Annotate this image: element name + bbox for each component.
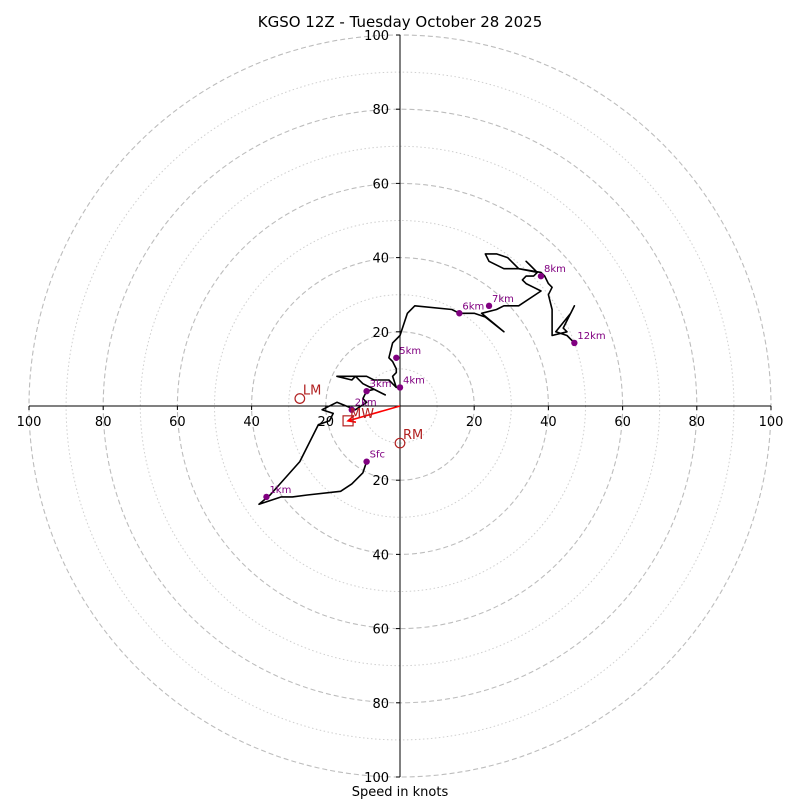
y-tick-label: 60 bbox=[372, 623, 389, 638]
x-tick-label: 40 bbox=[540, 415, 557, 430]
height-point-2km bbox=[348, 406, 355, 413]
y-tick-label: 40 bbox=[372, 548, 389, 563]
y-tick-label: 60 bbox=[372, 177, 389, 192]
x-tick-label: 100 bbox=[17, 415, 42, 430]
shear-vector bbox=[347, 405, 401, 422]
y-tick-label: 80 bbox=[372, 697, 389, 712]
tick-labels: 100 80 60 40 20 20 40 60 80 100100806040202040608… bbox=[17, 29, 784, 786]
storm-motion-rm-label: RM bbox=[403, 428, 423, 443]
hodograph-trace bbox=[258, 253, 576, 506]
height-point-7km bbox=[485, 302, 493, 310]
y-tick-label: 20 bbox=[372, 474, 389, 489]
height-label-5km: 5km bbox=[399, 346, 421, 357]
height-label-8km: 8km bbox=[544, 264, 566, 275]
storm-motion-lm-label: LM bbox=[303, 384, 321, 399]
y-tick-label: 80 bbox=[372, 103, 389, 118]
height-markers: Sfc 1km 2km 3km 4km 5km 6km 7km 8km 12km bbox=[263, 264, 606, 501]
storm-motion-mw-label: MW bbox=[350, 407, 374, 422]
height-label-2km: 2km bbox=[355, 398, 377, 409]
height-point-sfc bbox=[363, 458, 370, 465]
storm-motion-mw-marker bbox=[342, 415, 354, 427]
x-axis-label: Speed in knots bbox=[352, 785, 449, 800]
storm-motion-rm-marker bbox=[394, 437, 406, 449]
height-label-1km: 1km bbox=[269, 485, 291, 496]
height-label-7km: 7km bbox=[492, 294, 514, 305]
x-tick-label: 20 bbox=[466, 415, 483, 430]
height-label-3km: 3km bbox=[370, 379, 392, 390]
y-tick-label: 40 bbox=[372, 252, 389, 267]
y-tick-label: 20 bbox=[372, 326, 389, 341]
y-tick-label: 100 bbox=[364, 771, 389, 786]
storm-motion-markers: RM LM MW bbox=[294, 384, 423, 449]
x-tick-label: 80 bbox=[95, 415, 112, 430]
height-label-4km: 4km bbox=[403, 375, 425, 386]
height-label-6km: 6km bbox=[462, 301, 484, 312]
storm-motion-lm-marker bbox=[294, 393, 306, 404]
x-tick-label: 40 bbox=[243, 415, 260, 430]
height-label-12km: 12km bbox=[577, 331, 605, 342]
height-point-5km bbox=[393, 354, 400, 361]
x-tick-label: 100 bbox=[759, 415, 784, 430]
y-tick-label: 100 bbox=[364, 29, 389, 44]
height-point-3km bbox=[363, 387, 370, 395]
x-tick-label: 60 bbox=[614, 415, 631, 430]
height-point-4km bbox=[396, 384, 404, 391]
height-label-sfc: Sfc bbox=[370, 450, 385, 461]
x-tick-label: 60 bbox=[169, 415, 186, 430]
x-tick-label: 80 bbox=[689, 415, 706, 430]
height-point-12km bbox=[571, 339, 578, 347]
height-point-8km bbox=[537, 272, 545, 280]
chart-title: KGSO 12Z - Tuesday October 28 2025 bbox=[258, 13, 543, 31]
height-point-1km bbox=[263, 493, 270, 501]
height-point-6km bbox=[456, 310, 463, 317]
